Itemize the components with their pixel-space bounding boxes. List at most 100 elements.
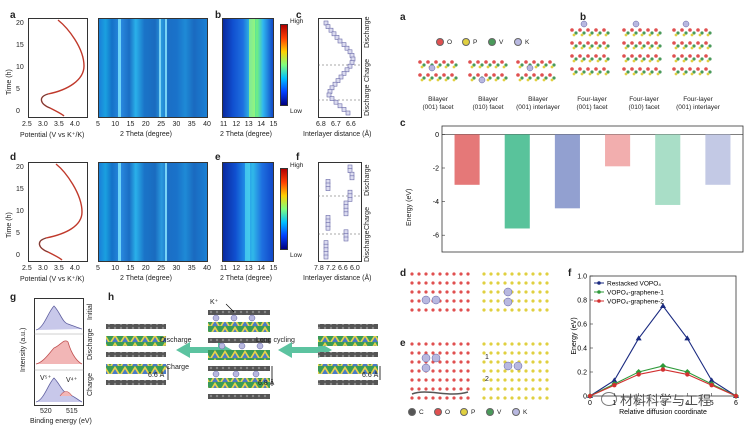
bar-1: [504, 134, 530, 229]
interlayer-point: [347, 197, 353, 202]
two-theta-tick: 25: [157, 121, 165, 128]
struct-atom: [459, 290, 463, 294]
slab-atom: [706, 72, 710, 76]
panel-label-b: b: [215, 10, 222, 21]
slab-atom: [626, 44, 630, 48]
slab-atom: [630, 41, 634, 45]
y-tick-label: 0.6: [577, 322, 587, 329]
potassium-atom: [503, 297, 513, 307]
struct-atom: [410, 396, 414, 400]
potassium-atom: [503, 361, 513, 371]
xps-tick-515: 515: [66, 408, 78, 415]
slab-atom: [578, 54, 582, 58]
slab-atom: [632, 46, 636, 50]
panel-label-h: h: [108, 292, 115, 303]
struct-atom: [531, 369, 535, 373]
slab-atom: [496, 63, 500, 67]
slab-atom: [634, 70, 638, 74]
struct-atom: [496, 351, 500, 355]
interlayer-point: [343, 211, 349, 217]
series-point: [660, 303, 666, 308]
energy-axis-label-c: Energy (eV): [406, 188, 413, 226]
slab-atom: [650, 70, 654, 74]
slab-atom: [574, 57, 578, 61]
struct-atom: [452, 299, 456, 303]
atom-legend-label: V: [499, 38, 504, 46]
slab-atom: [590, 44, 594, 48]
atom-legend-label: K: [523, 408, 528, 416]
time-tick: 20: [16, 20, 24, 27]
atom-dot-icon: [462, 38, 470, 46]
slab-atom: [602, 67, 606, 71]
structure-label: Four-layer (001) interlayer: [676, 96, 720, 111]
time-tick: 15: [16, 186, 24, 193]
slab-atom: [436, 78, 440, 82]
structure-label: Bilayer (010) facet: [472, 96, 504, 111]
slab-atom: [528, 76, 532, 80]
struct-atom: [438, 272, 442, 276]
slab-atom: [654, 67, 658, 71]
struct-atom: [524, 299, 528, 303]
struct-atom: [438, 342, 442, 346]
struct-atom: [531, 308, 535, 312]
slab-atom: [606, 57, 610, 61]
bar-0: [454, 134, 480, 185]
slab-atom: [438, 63, 442, 67]
slab-atom: [708, 44, 712, 48]
slab-atom: [606, 70, 610, 74]
two-theta-tick: 40: [203, 265, 211, 272]
slab-atom: [642, 44, 646, 48]
slab-atom: [700, 44, 704, 48]
struct-atom: [452, 369, 456, 373]
two-theta-tick: 30: [172, 265, 181, 272]
struct-atom: [482, 351, 486, 355]
e-label-2: 2: [485, 376, 489, 383]
interlayer-tick: 6.0: [350, 265, 360, 272]
time-tick: 20: [16, 164, 24, 171]
zoom-tick: 11: [220, 121, 228, 128]
slab-atom: [446, 63, 450, 67]
slab-atom: [428, 78, 432, 82]
slab-atom: [454, 76, 458, 80]
struct-atom: [445, 369, 449, 373]
struct-atom: [466, 396, 470, 400]
y-tick-label: 1.0: [577, 274, 587, 281]
slab-atom: [588, 59, 592, 63]
time-axis-label: Time (h): [6, 69, 13, 95]
slab-atom: [680, 54, 684, 58]
struct-atom: [524, 396, 528, 400]
interlayer-point: [347, 63, 353, 69]
interlayer-point: [337, 103, 343, 109]
zoom-tick: 14: [257, 121, 265, 128]
potential-tick: 4.0: [70, 121, 80, 128]
slab-atom: [682, 46, 686, 50]
zoom-tick: 14: [257, 265, 265, 272]
slab-atom: [638, 67, 642, 71]
struct-atom: [496, 396, 500, 400]
slab-atom: [542, 78, 546, 82]
x-axis-label: Relative diffusion coordinate: [619, 409, 707, 416]
slab-atom: [688, 41, 692, 45]
slab-atom: [586, 67, 590, 71]
slab-atom: [534, 78, 538, 82]
struct-atom: [496, 299, 500, 303]
slab-atom: [518, 65, 522, 69]
xps-ylabel: Intensity (a.u.): [20, 327, 27, 372]
struct-atom: [431, 351, 435, 355]
slab-atom: [426, 60, 430, 64]
struct-atom: [538, 281, 542, 285]
two-theta-tick: 5: [96, 265, 100, 272]
slab-atom: [492, 60, 496, 64]
slab-atom: [574, 31, 578, 35]
series-point: [660, 363, 666, 369]
slab-atom: [672, 41, 676, 45]
struct-atom: [503, 387, 507, 391]
struct-atom: [496, 342, 500, 346]
struct-atom: [489, 281, 493, 285]
struct-atom: [410, 281, 414, 285]
slab-atom: [586, 28, 590, 32]
struct-atom: [524, 378, 528, 382]
struct-atom: [482, 299, 486, 303]
right-panel-label-a: a: [400, 12, 406, 23]
slab-atom: [574, 44, 578, 48]
